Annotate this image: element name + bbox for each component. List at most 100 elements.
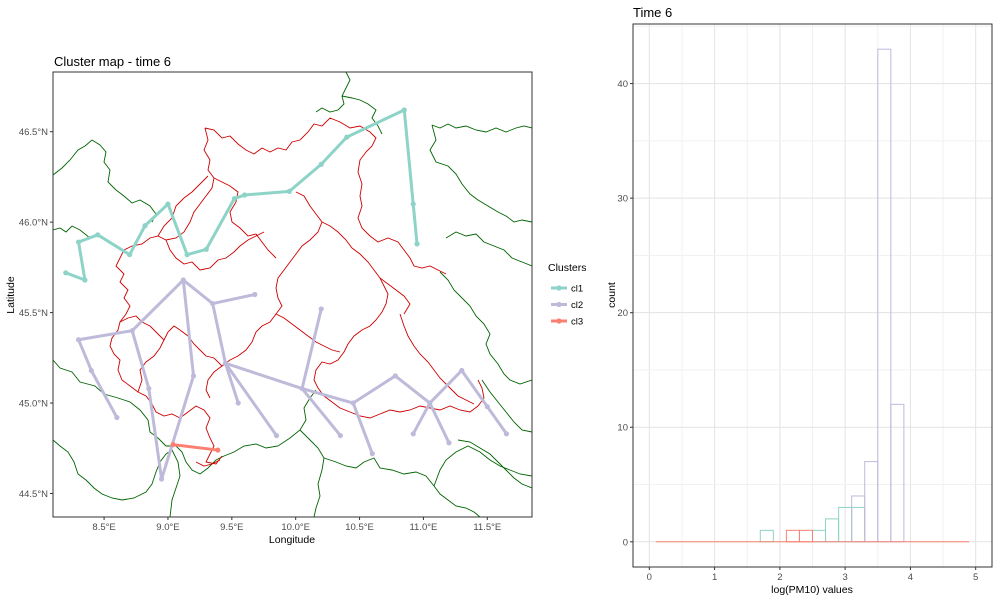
histogram-bars <box>655 48 970 543</box>
histogram-y-axis: 0 10 20 30 40 <box>617 79 633 548</box>
cluster-cl3 <box>170 442 221 453</box>
legend-key-point <box>556 285 562 291</box>
inner-region-boundaries <box>109 117 485 467</box>
cl2-edge <box>428 368 464 405</box>
cl2-edge <box>147 387 164 481</box>
cluster-cl1 <box>63 107 420 283</box>
cl2-station-point <box>392 373 398 379</box>
histogram-x-tick-label: 3 <box>842 572 847 583</box>
histogram-y-tick-label: 40 <box>617 79 628 90</box>
cl2-edge <box>211 302 227 365</box>
cl2-edge <box>485 405 508 436</box>
cl2-station-point <box>158 476 165 482</box>
outer-region-boundaries <box>53 72 532 517</box>
cl2-station-point <box>273 432 280 439</box>
cl1-edge <box>402 108 415 206</box>
cl1-station-point <box>203 246 209 252</box>
cl1-edge <box>243 189 291 197</box>
map-y-tick-label: 45.0°N <box>19 399 48 410</box>
cl2-edge <box>300 387 342 438</box>
cl2-station-point <box>427 400 433 406</box>
legend-item-cl1: cl1 <box>551 284 583 295</box>
histogram-title: Time 6 <box>633 5 672 20</box>
cluster-networks <box>63 107 510 482</box>
histogram-y-tick-label: 10 <box>617 423 628 434</box>
cl2-edge <box>300 307 323 391</box>
cl1-edge <box>77 240 87 282</box>
cl2-edge <box>393 374 432 405</box>
cl1-station-point <box>242 192 248 198</box>
histogram-x-tick-label: 1 <box>712 572 717 583</box>
cl3-edge <box>171 443 220 452</box>
map-y-tick-label: 46.0°N <box>19 218 48 229</box>
cl1-station-point <box>75 239 82 245</box>
cl1-edge <box>96 233 132 257</box>
map-x-tick-label: 9.0°E <box>156 522 179 533</box>
cl1-edge <box>143 202 170 228</box>
map-y-tick-label: 45.5°N <box>19 308 48 319</box>
map-panel: Cluster map - time 6 <box>5 54 587 546</box>
map-title: Cluster map - time 6 <box>54 54 171 69</box>
legend-item-cl3: cl3 <box>551 317 583 328</box>
map-x-tick-label: 8.5°E <box>92 522 115 533</box>
cl2-edge <box>77 338 93 372</box>
map-x-tick-label: 9.5°E <box>220 522 243 533</box>
cl1-station-point <box>344 134 350 140</box>
cl1-station-point <box>95 232 101 238</box>
histogram-y-tick-label: 20 <box>617 308 628 319</box>
cl2-edge <box>130 278 185 333</box>
cl2-station-point <box>318 306 324 312</box>
histogram-x-tick-label: 0 <box>647 572 652 583</box>
cl1-station-point <box>410 201 416 207</box>
cl2-edge <box>428 401 451 445</box>
cl2-edge <box>181 278 215 306</box>
cl2-station-point <box>180 277 186 283</box>
cl1-station-point <box>231 196 237 202</box>
cl2-station-point <box>210 300 216 307</box>
cl2-edge <box>351 374 397 405</box>
map-boundaries <box>53 72 532 517</box>
cl1-station-point <box>184 252 190 258</box>
map-x-tick-label: 11.5°E <box>473 522 501 533</box>
map-x-tick-label: 10.0°E <box>281 522 310 533</box>
cl2-edge <box>411 401 432 436</box>
cl2-edge <box>223 361 304 391</box>
cl2-edge <box>130 329 151 391</box>
cl1-edge <box>287 162 323 193</box>
map-y-tick-label: 44.5°N <box>19 489 48 500</box>
cl1-station-point <box>82 277 88 283</box>
cl1-station-point <box>286 188 292 194</box>
cl2-station-point <box>410 431 416 437</box>
cl2-station-point <box>88 367 94 374</box>
cl2-station-point <box>222 360 229 366</box>
map-y-axis: 44.5°N 45.0°N 45.5°N 46.0°N 46.5°N <box>19 127 53 500</box>
histogram-y-tick-label: 30 <box>617 194 628 205</box>
map-panel-border <box>52 71 533 518</box>
map-x-axis-title: Longitude <box>269 534 315 546</box>
cl2-edge <box>223 361 279 438</box>
cl1-station-point <box>318 161 324 167</box>
cl1-edge <box>77 233 100 244</box>
cl1-edge <box>204 197 236 251</box>
cl2-station-point <box>459 367 465 374</box>
legend-label: cl2 <box>571 300 583 311</box>
cl1-station-point <box>142 223 148 229</box>
cl2-edge <box>351 401 374 456</box>
cl2-station-point <box>484 404 490 410</box>
cl2-edge <box>160 374 196 481</box>
cl1-edge <box>64 271 87 282</box>
cl3-station-point <box>170 442 176 448</box>
cl2-edge <box>77 329 134 342</box>
cl2-station-point <box>146 385 152 392</box>
map-x-tick-label: 11.0°E <box>409 522 437 533</box>
cl2-station-point <box>114 414 120 421</box>
map-x-tick-label: 10.5°E <box>345 522 374 533</box>
cluster-cl2 <box>75 277 510 482</box>
cl2-edge <box>89 368 119 420</box>
cl1-station-point <box>63 270 69 276</box>
cl1-edge <box>128 224 147 257</box>
cl1-station-point <box>165 201 171 207</box>
cl1-edge <box>319 135 349 166</box>
cl2-station-point <box>75 337 82 343</box>
